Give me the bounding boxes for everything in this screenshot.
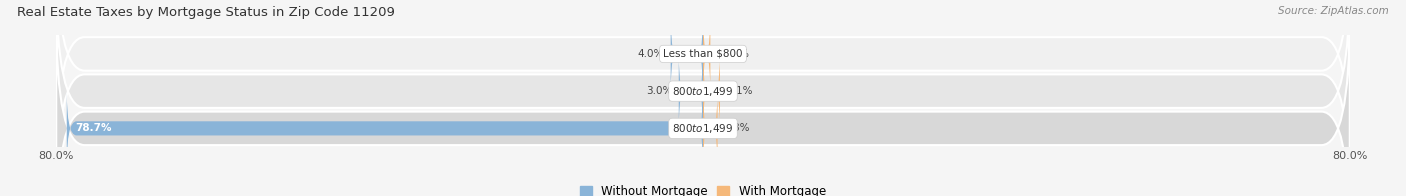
FancyBboxPatch shape: [66, 91, 703, 166]
FancyBboxPatch shape: [56, 0, 1350, 167]
Text: Real Estate Taxes by Mortgage Status in Zip Code 11209: Real Estate Taxes by Mortgage Status in …: [17, 6, 395, 19]
FancyBboxPatch shape: [703, 54, 720, 129]
Text: 3.0%: 3.0%: [645, 86, 672, 96]
Text: 2.1%: 2.1%: [727, 86, 754, 96]
Text: $800 to $1,499: $800 to $1,499: [672, 85, 734, 98]
FancyBboxPatch shape: [56, 15, 1350, 196]
FancyBboxPatch shape: [679, 54, 703, 129]
Text: 78.7%: 78.7%: [75, 123, 111, 133]
Text: $800 to $1,499: $800 to $1,499: [672, 122, 734, 135]
Text: 4.0%: 4.0%: [638, 49, 664, 59]
Legend: Without Mortgage, With Mortgage: Without Mortgage, With Mortgage: [575, 180, 831, 196]
Text: 1.8%: 1.8%: [724, 123, 751, 133]
Text: Less than $800: Less than $800: [664, 49, 742, 59]
Text: Source: ZipAtlas.com: Source: ZipAtlas.com: [1278, 6, 1389, 16]
FancyBboxPatch shape: [700, 16, 713, 92]
FancyBboxPatch shape: [703, 91, 717, 166]
FancyBboxPatch shape: [671, 16, 703, 92]
FancyBboxPatch shape: [56, 0, 1350, 196]
Text: 0.91%: 0.91%: [717, 49, 749, 59]
